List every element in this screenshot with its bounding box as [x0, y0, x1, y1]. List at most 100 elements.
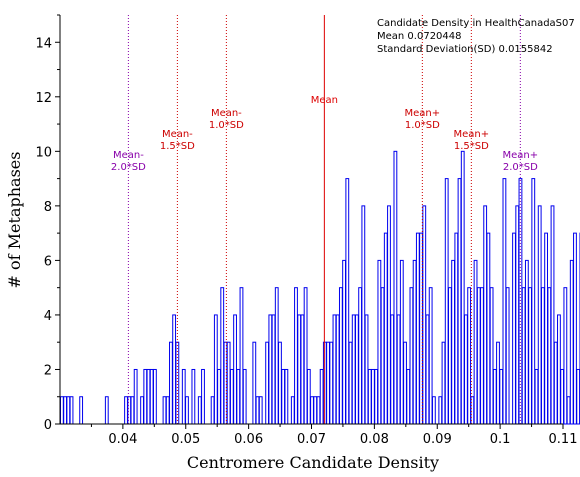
histogram-bar	[563, 287, 568, 425]
legend-title: Candidate Density in HealthCanadaS07	[377, 18, 575, 29]
histogram-bar	[553, 341, 558, 425]
histogram-bar	[441, 341, 446, 425]
histogram-bar	[573, 232, 577, 425]
histogram-bar	[162, 396, 167, 425]
histogram-bar	[566, 396, 571, 425]
histogram-bar	[483, 205, 488, 425]
histogram-bar	[383, 232, 388, 425]
histogram-bar	[390, 314, 395, 425]
histogram-bar	[355, 314, 359, 425]
histogram-bar	[460, 150, 465, 425]
x-axis: 0.04 0.05 0.06 0.07 0.08 0.09 0.1 0.11	[60, 423, 578, 447]
y-tick-label: 0	[44, 418, 52, 433]
sd-marker-label: Mean+	[454, 129, 490, 140]
histogram-bar	[534, 368, 539, 425]
histogram-bar	[524, 259, 529, 425]
x-tick-label: 0.11	[549, 432, 578, 447]
histogram-bar	[191, 368, 196, 425]
histogram-bar	[480, 287, 484, 425]
histogram-bar	[252, 341, 257, 425]
y-tick-label: 12	[35, 91, 52, 106]
histogram-bar	[169, 341, 173, 425]
sd-marker-label: 1.5*SD	[160, 141, 195, 152]
histogram-bar	[319, 368, 324, 425]
histogram-bar	[505, 287, 510, 425]
histogram-bar	[172, 314, 177, 425]
histogram-bar	[393, 150, 398, 425]
histogram-bar	[396, 314, 401, 425]
histogram-bar	[448, 287, 452, 425]
histogram-bar	[492, 368, 497, 425]
y-tick-label: 2	[44, 363, 52, 378]
histogram-bar	[265, 341, 270, 425]
histogram-bar	[278, 341, 282, 425]
histogram-bar	[149, 368, 154, 425]
histogram-bar	[124, 396, 128, 425]
histogram-bar	[79, 396, 84, 425]
histogram-bar	[486, 232, 491, 425]
histogram-bar	[528, 287, 532, 425]
histogram-bar	[284, 368, 289, 425]
histogram-bar	[502, 178, 507, 425]
histogram-bar	[297, 314, 302, 425]
legend: Candidate Density in HealthCanadaS07 Mea…	[377, 18, 575, 55]
x-tick-label: 0.04	[108, 432, 137, 447]
histogram-bar	[181, 368, 186, 425]
histogram-bar	[326, 341, 330, 425]
histogram-bar	[229, 368, 234, 425]
histogram-bar	[403, 341, 407, 425]
histogram-bar	[464, 314, 468, 425]
histogram-bar	[576, 368, 580, 425]
sd-marker-label: 1.0*SD	[405, 120, 440, 131]
histogram-bar	[387, 205, 391, 425]
histogram-bar	[476, 287, 481, 425]
histogram-bar	[557, 314, 561, 425]
histogram-bar	[274, 287, 279, 425]
histogram-bar	[152, 368, 157, 425]
histogram-bar	[531, 178, 536, 425]
histogram-bar	[544, 232, 549, 425]
histogram-bar	[236, 368, 241, 425]
x-axis-title: Centromere Candidate Density	[187, 453, 439, 472]
histogram-bar	[560, 368, 565, 425]
histogram-bar	[268, 314, 273, 425]
histogram-bar	[425, 314, 430, 425]
histogram-bar	[239, 287, 244, 425]
histogram-bar	[300, 314, 305, 425]
y-tick-label: 6	[44, 254, 52, 269]
histogram-bar	[428, 287, 433, 425]
histogram-bar	[515, 205, 520, 425]
histogram-bars	[60, 150, 580, 425]
histogram-bar	[547, 287, 552, 425]
y-tick-label: 8	[44, 200, 52, 215]
sd-marker-label: 1.0*SD	[209, 120, 244, 131]
histogram-bar	[210, 396, 215, 425]
histogram-bar	[258, 396, 263, 425]
histogram-bar	[306, 368, 311, 425]
histogram-bar	[371, 368, 375, 425]
histogram-bar	[444, 178, 449, 425]
histogram-bar	[345, 178, 350, 425]
histogram-bar	[537, 205, 542, 425]
histogram-bar	[201, 368, 205, 425]
histogram-bar	[454, 232, 459, 425]
histogram-bar	[104, 396, 109, 425]
histogram-bar	[364, 314, 369, 425]
histogram-bar	[512, 232, 516, 425]
sd-marker-label: Mean+	[405, 108, 441, 119]
sd-marker-label: Mean+	[503, 150, 539, 161]
histogram-bar	[316, 396, 321, 425]
histogram-bar	[380, 287, 385, 425]
sd-marker-label: 1.5*SD	[454, 141, 489, 152]
x-tick-label: 0.09	[423, 432, 452, 447]
histogram-bar	[361, 205, 366, 425]
sd-marker-label: Mean-	[162, 129, 193, 140]
histogram-bar	[406, 368, 411, 425]
legend-mean: Mean 0.0720448	[377, 31, 462, 42]
histogram-bar	[415, 232, 420, 425]
histogram-bar	[197, 396, 202, 425]
histogram-bar	[351, 314, 356, 425]
histogram-bar	[255, 396, 260, 425]
histogram-bar	[213, 314, 218, 425]
